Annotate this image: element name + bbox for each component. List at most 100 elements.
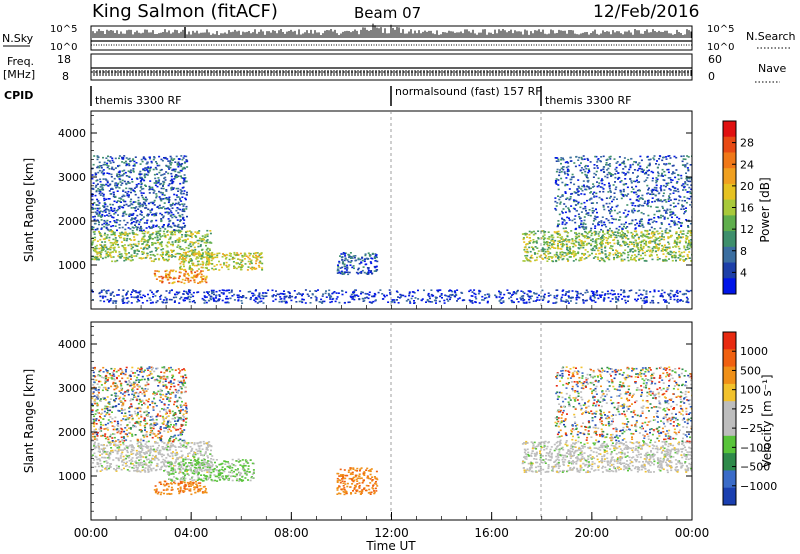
data-pixel xyxy=(644,301,647,304)
data-pixel xyxy=(226,297,229,300)
data-pixel xyxy=(563,203,566,205)
data-pixel xyxy=(590,243,593,246)
data-pixel xyxy=(336,272,339,274)
data-pixel xyxy=(417,289,419,292)
data-pixel xyxy=(174,161,177,163)
data-pixel xyxy=(180,236,183,238)
data-pixel xyxy=(473,289,476,291)
data-pixel xyxy=(639,249,642,252)
data-pixel xyxy=(132,158,135,160)
data-pixel xyxy=(619,181,622,183)
data-pixel xyxy=(574,239,577,242)
data-pixel xyxy=(182,226,184,228)
data-pixel xyxy=(557,230,560,233)
data-pixel xyxy=(667,237,670,240)
data-pixel xyxy=(661,295,664,298)
data-pixel xyxy=(558,223,561,226)
data-pixel xyxy=(641,223,644,226)
data-pixel xyxy=(161,280,164,283)
data-pixel xyxy=(643,172,646,175)
data-pixel xyxy=(357,267,360,270)
data-pixel xyxy=(538,299,541,301)
data-pixel xyxy=(139,204,142,207)
data-pixel xyxy=(593,172,596,175)
data-pixel xyxy=(138,250,140,252)
data-pixel xyxy=(624,165,627,168)
data-pixel xyxy=(557,179,560,181)
data-pixel xyxy=(111,203,114,206)
data-pixel xyxy=(159,296,162,298)
data-pixel xyxy=(546,244,549,247)
data-pixel xyxy=(675,190,678,192)
data-pixel xyxy=(238,263,241,265)
data-pixel xyxy=(566,235,569,238)
data-pixel xyxy=(685,289,688,292)
data-pixel xyxy=(222,253,224,255)
data-pixel xyxy=(643,180,646,183)
data-pixel xyxy=(626,243,629,245)
data-pixel xyxy=(665,250,668,252)
nsearch-label: N.Search xyxy=(746,30,796,43)
data-pixel xyxy=(112,191,115,194)
data-pixel xyxy=(142,187,145,190)
data-pixel xyxy=(530,295,533,297)
data-pixel xyxy=(123,155,126,157)
data-pixel xyxy=(126,257,129,260)
data-pixel xyxy=(645,230,648,232)
data-pixel xyxy=(91,198,94,201)
data-pixel xyxy=(629,250,632,253)
data-pixel xyxy=(630,191,633,193)
data-pixel xyxy=(556,232,559,235)
data-pixel xyxy=(682,158,685,160)
data-pixel xyxy=(667,236,670,238)
data-pixel xyxy=(176,176,179,178)
data-pixel xyxy=(573,208,576,210)
data-pixel xyxy=(637,251,640,253)
data-pixel xyxy=(610,236,613,238)
data-pixel xyxy=(608,185,611,188)
data-pixel xyxy=(226,289,228,292)
data-pixel xyxy=(571,238,574,240)
data-pixel xyxy=(650,170,653,173)
data-pixel xyxy=(109,292,112,295)
data-pixel xyxy=(579,217,581,220)
data-pixel xyxy=(577,213,580,216)
data-pixel xyxy=(109,203,112,206)
data-pixel xyxy=(578,238,581,241)
data-pixel xyxy=(684,248,687,251)
data-pixel xyxy=(187,295,190,298)
data-pixel xyxy=(182,299,185,302)
data-pixel xyxy=(169,269,172,272)
data-pixel xyxy=(166,276,169,279)
data-pixel xyxy=(154,275,157,277)
data-pixel xyxy=(164,179,167,181)
data-pixel xyxy=(561,253,564,256)
data-pixel xyxy=(117,289,120,291)
data-pixel xyxy=(500,291,502,294)
data-pixel xyxy=(125,259,128,261)
data-pixel xyxy=(178,302,181,304)
data-pixel xyxy=(596,167,599,169)
data-pixel xyxy=(91,244,93,246)
data-pixel xyxy=(579,246,582,249)
data-pixel xyxy=(155,249,158,252)
data-pixel xyxy=(623,160,625,163)
data-pixel xyxy=(367,267,370,269)
data-pixel xyxy=(572,199,575,201)
data-pixel xyxy=(588,169,590,171)
data-pixel xyxy=(146,219,149,222)
data-pixel xyxy=(114,167,117,169)
data-pixel xyxy=(130,187,133,190)
data-pixel xyxy=(671,179,674,181)
data-pixel xyxy=(583,228,586,231)
data-pixel xyxy=(581,172,584,174)
data-pixel xyxy=(347,273,350,276)
data-pixel xyxy=(637,253,640,256)
data-pixel xyxy=(149,157,151,160)
data-pixel xyxy=(142,168,145,170)
data-pixel xyxy=(677,174,680,176)
data-pixel xyxy=(166,234,169,236)
data-pixel xyxy=(179,208,182,211)
data-pixel xyxy=(196,291,199,294)
data-pixel xyxy=(129,259,132,262)
